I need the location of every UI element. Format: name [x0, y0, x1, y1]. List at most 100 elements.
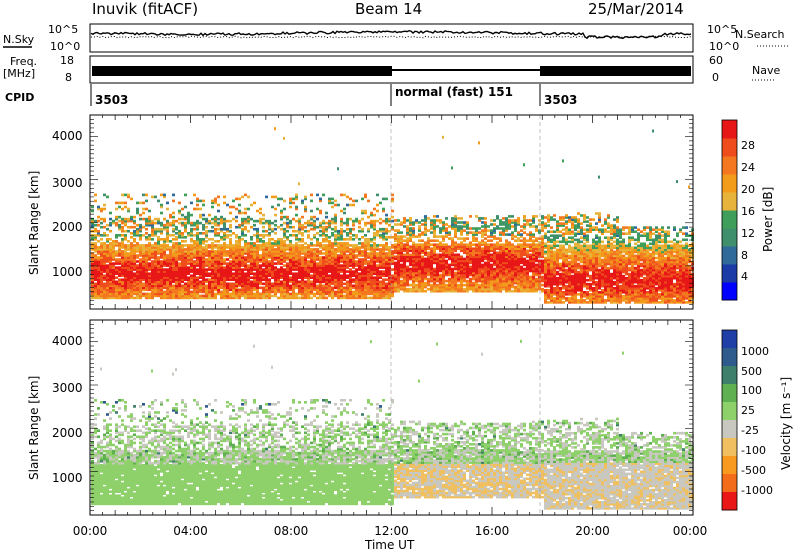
power-heat-cell: [355, 248, 358, 251]
power-heat-cell: [175, 246, 178, 249]
power-heat-cell: [394, 249, 397, 253]
power-heat-cell: [367, 288, 370, 292]
power-heat-cell: [418, 281, 421, 285]
power-heat-cell: [511, 233, 514, 236]
power-heat-cell: [376, 219, 379, 223]
power-heat-cell: [244, 278, 247, 281]
power-heat-cell: [154, 248, 157, 251]
power-heat-cell: [229, 240, 232, 243]
power-heat-cell: [319, 268, 322, 271]
power-heat-cell: [481, 221, 484, 224]
power-heat-cell: [325, 211, 328, 215]
power-heat-cell: [226, 286, 229, 290]
power-heat-cell: [475, 277, 478, 281]
power-heat-cell: [301, 201, 304, 205]
power-heat-cell: [223, 244, 226, 247]
power-heat-cell: [445, 283, 448, 287]
power-heat-cell: [172, 292, 175, 296]
power-heat-cell: [502, 221, 505, 224]
power-heat-cell: [277, 272, 280, 275]
power-heat-cell: [265, 270, 268, 273]
power-heat-cell: [481, 267, 484, 271]
power-heat-cell: [103, 296, 106, 300]
power-heat-cell: [106, 270, 109, 273]
power-heat-cell: [526, 273, 529, 277]
power-heat-cell: [325, 250, 328, 253]
power-heat-cell: [163, 260, 166, 263]
power-heat-cell: [517, 271, 520, 275]
power-heat-cell: [397, 267, 400, 271]
power-heat-cell: [367, 248, 370, 251]
power-heat-cell: [142, 254, 145, 257]
power-heat-cell: [373, 264, 376, 267]
power-heat-cell: [352, 248, 355, 251]
power-heat-cell: [193, 292, 196, 296]
power-heat-cell: [541, 271, 544, 275]
power-heat-cell: [289, 272, 292, 275]
power-heat-cell: [478, 245, 481, 248]
power-heat-cell: [286, 215, 289, 219]
power-heat-cell: [508, 249, 511, 253]
power-heat-cell: [121, 193, 124, 197]
power-heat-cell: [508, 257, 511, 261]
power-heat-cell: [475, 261, 478, 265]
power-heat-cell: [364, 272, 367, 275]
power-heat-cell: [202, 276, 205, 279]
power-heat-cell: [109, 242, 112, 245]
power-heat-cell: [367, 246, 370, 249]
power-heat-cell: [520, 289, 523, 293]
power-heat-cell: [373, 238, 376, 241]
power-heat-cell: [292, 274, 295, 277]
power-heat-cell: [319, 256, 322, 259]
power-heat-cell: [385, 284, 388, 288]
power-heat-cell: [340, 227, 343, 231]
power-heat-cell: [499, 245, 502, 248]
power-heat-cell: [211, 199, 214, 203]
power-heat-cell: [97, 250, 100, 253]
power-heat-cell: [322, 238, 325, 241]
power-heat-cell: [406, 259, 409, 263]
power-heat-cell: [493, 229, 496, 232]
power-heat-cell: [304, 270, 307, 273]
power-heat-cell: [229, 256, 232, 259]
power-heat-cell: [406, 269, 409, 273]
power-heat-cell: [271, 272, 274, 275]
power-heat-cell: [370, 225, 373, 229]
power-heat-cell: [166, 201, 169, 205]
power-heat-cell: [361, 246, 364, 249]
power-heat-cell: [112, 282, 115, 286]
power-heat-cell: [262, 234, 265, 237]
power-heat-cell: [127, 193, 130, 197]
power-heat-cell: [298, 274, 301, 277]
power-heat-cell: [424, 265, 427, 269]
power-heat-cell: [370, 264, 373, 267]
power-heat-cell: [190, 244, 193, 247]
power-heat-cell: [388, 280, 391, 284]
power-heat-cell: [178, 270, 181, 273]
power-heat-cell: [502, 231, 505, 234]
power-heat-cell: [499, 239, 502, 242]
power-heat-cell: [277, 270, 280, 273]
power-heat-cell: [160, 272, 163, 275]
power-heat-cell: [403, 269, 406, 273]
power-heat-cell: [226, 264, 229, 267]
power-heat-cell: [259, 211, 262, 215]
power-heat-cell: [220, 244, 223, 247]
power-heat-cell: [538, 229, 541, 232]
power-heat-cell: [505, 241, 508, 244]
power-heat-cell: [157, 258, 160, 261]
power-heat-cell: [226, 296, 229, 300]
power-heat-cell: [430, 287, 433, 291]
power-heat-cell: [379, 290, 382, 294]
power-heat-cell: [481, 257, 484, 261]
power-heat-cell: [238, 238, 241, 241]
power-heat-cell: [454, 231, 457, 234]
power-heat-cell: [358, 296, 361, 300]
power-heat-cell: [541, 221, 544, 224]
power-heat-cell: [415, 235, 418, 238]
power-heat-cell: [280, 217, 283, 221]
power-heat-cell: [121, 225, 124, 229]
power-heat-cell-sparse: [478, 141, 480, 145]
power-heat-cell: [355, 270, 358, 273]
power-heat-cell: [106, 296, 109, 300]
